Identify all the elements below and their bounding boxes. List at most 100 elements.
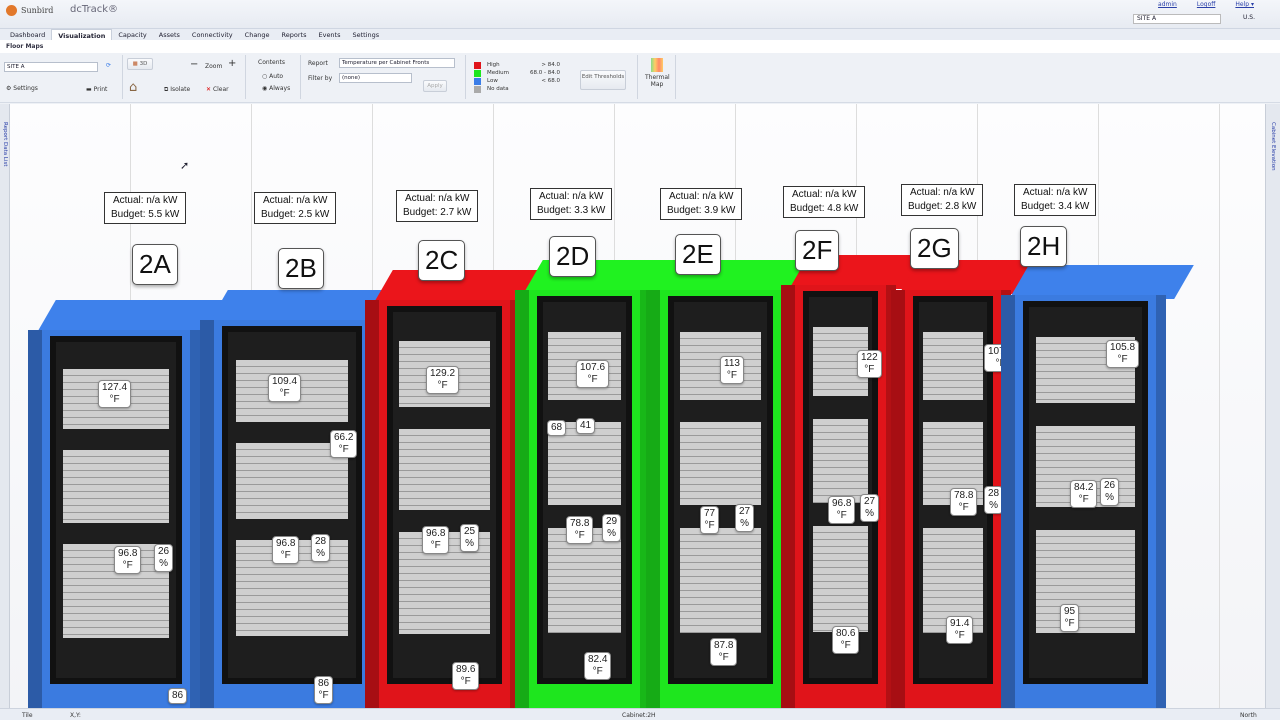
report-data-list-panel[interactable]: Report Data List <box>0 104 10 708</box>
sensor-reading[interactable]: 29 % <box>602 514 622 542</box>
sensor-reading[interactable]: 89.6 °F <box>452 662 480 690</box>
actual-power: Actual: n/a kW <box>909 187 975 198</box>
sensor-reading[interactable]: 78.8 °F <box>950 488 978 516</box>
sensor-reading[interactable]: 96.8 °F <box>828 496 856 524</box>
legend-range: > 84.0 <box>541 62 560 68</box>
sensor-reading[interactable]: 27 % <box>735 504 755 532</box>
tab-settings[interactable]: Settings <box>352 31 380 39</box>
sensor-reading[interactable]: 68 <box>547 420 567 436</box>
sensor-reading[interactable]: 113 °F <box>720 356 744 384</box>
sensor-reading[interactable]: 26 % <box>1100 478 1120 506</box>
thermal-map-button[interactable]: Thermal Map <box>645 58 670 88</box>
settings-label: Settings <box>13 85 38 92</box>
edit-thresholds-button[interactable]: Edit Thresholds <box>580 70 626 90</box>
tab-capacity[interactable]: Capacity <box>118 31 147 39</box>
sensor-reading[interactable]: 95 °F <box>1060 604 1080 632</box>
actual-power: Actual: n/a kW <box>112 195 178 206</box>
tab-change[interactable]: Change <box>244 31 270 39</box>
auto-radio[interactable]: ○ Auto <box>262 73 284 80</box>
logoff-link[interactable]: Logoff <box>1196 1 1216 8</box>
actual-power: Actual: n/a kW <box>791 189 857 200</box>
home-icon[interactable]: ⌂ <box>129 80 138 95</box>
sensor-reading[interactable]: 82.4 °F <box>584 652 612 680</box>
cabinet-name: 2H <box>1020 226 1068 267</box>
3d-floor-map[interactable]: ➚ Actual: n/a kW Budget: 5.5 kW 2A 127.4 °… <box>10 104 1265 708</box>
sensor-reading[interactable]: 96.8 °F <box>272 536 300 564</box>
status-cabinet: Cabinet:2H <box>622 712 656 719</box>
isolate-button[interactable]: ⧉ Isolate <box>164 86 191 93</box>
site-select-header[interactable]: SITE A <box>1133 14 1221 24</box>
sensor-reading[interactable]: 28 % <box>311 534 331 562</box>
rack-frame <box>537 296 632 684</box>
sensor-reading[interactable]: 96.8 °F <box>114 546 142 574</box>
3d-label: 3D <box>139 61 148 67</box>
actual-power: Actual: n/a kW <box>538 191 604 202</box>
zoom-label: Zoom <box>205 63 223 70</box>
sensor-reading[interactable]: 122 °F <box>857 350 882 378</box>
refresh-icon[interactable]: ⟳ <box>106 62 112 69</box>
zoom-out-button[interactable]: − <box>190 59 199 70</box>
toolbar: SITE A ⟳ ⚙ Settings ▬ Print ■ 3D ⌂ − Zoo… <box>0 53 1280 103</box>
sensor-reading[interactable]: 78.8 °F <box>566 516 594 544</box>
settings-button[interactable]: ⚙ Settings <box>6 85 38 92</box>
always-radio[interactable]: ◉ Always <box>262 85 291 92</box>
admin-link[interactable]: admin <box>1158 1 1177 8</box>
tab-events[interactable]: Events <box>318 31 341 39</box>
cabinet-name: 2B <box>278 248 324 289</box>
report-select[interactable]: Temperature per Cabinet Fronts <box>339 58 455 68</box>
sensor-reading[interactable]: 107.6 °F <box>576 360 610 388</box>
sensor-reading[interactable]: 109.4 °F <box>268 374 302 402</box>
tab-connectivity[interactable]: Connectivity <box>191 31 233 39</box>
sensor-reading[interactable]: 66.2 °F <box>330 430 358 458</box>
sensor-reading[interactable]: 127.4 °F <box>98 380 132 408</box>
isolate-label: Isolate <box>170 86 191 93</box>
sensor-reading[interactable]: 41 <box>576 418 596 434</box>
3d-toggle[interactable]: ■ 3D <box>127 58 153 70</box>
sensor-reading[interactable]: 91.4 °F <box>946 616 974 644</box>
sensor-reading[interactable]: 86 <box>168 688 188 704</box>
tab-visualization[interactable]: Visualization <box>51 29 113 40</box>
legend-range: 68.0 - 84.0 <box>530 70 560 76</box>
auto-label: Auto <box>269 73 284 80</box>
cabinet-name: 2F <box>795 230 840 271</box>
sensor-reading[interactable]: 80.6 °F <box>832 626 860 654</box>
cabinet-name: 2C <box>418 240 466 281</box>
mouse-cursor-icon: ➚ <box>180 159 190 172</box>
locale[interactable]: U.S. <box>1243 14 1256 21</box>
sensor-reading[interactable]: 129.2 °F <box>426 366 460 394</box>
budget-power: Budget: 3.9 kW <box>667 205 736 216</box>
budget-power: Budget: 5.5 kW <box>111 209 180 220</box>
clear-label: Clear <box>212 86 229 93</box>
site-select[interactable]: SITE A <box>4 62 98 72</box>
budget-power: Budget: 2.8 kW <box>908 201 977 212</box>
tab-reports[interactable]: Reports <box>281 31 307 39</box>
tab-assets[interactable]: Assets <box>158 31 180 39</box>
sensor-reading[interactable]: 96.8 °F <box>422 526 450 554</box>
sunbird-logo: Sunbird <box>6 5 53 16</box>
report-data-list-tab[interactable]: Report Data List <box>2 122 8 167</box>
cabinet-name: 2G <box>910 228 959 269</box>
sensor-reading[interactable]: 25 % <box>460 524 480 552</box>
zoom-in-button[interactable]: + <box>228 58 237 69</box>
cabinet-elevation-panel[interactable]: Cabinet Elevation <box>1265 104 1280 708</box>
apply-button[interactable]: Apply <box>423 80 447 92</box>
thermal-map-icon <box>651 58 663 72</box>
sensor-reading[interactable]: 86 °F <box>314 676 334 704</box>
help-link[interactable]: Help ▾ <box>1235 1 1254 8</box>
sensor-reading[interactable]: 84.2 °F <box>1070 480 1098 508</box>
cabinet-power-label: Actual: n/a kW Budget: 2.7 kW <box>396 190 479 222</box>
cabinet-elevation-tab[interactable]: Cabinet Elevation <box>1270 122 1276 171</box>
sensor-reading[interactable]: 27 % <box>860 494 880 522</box>
sensor-reading[interactable]: 87.8 °F <box>710 638 738 666</box>
clear-button[interactable]: ✕ Clear <box>206 86 229 93</box>
budget-power: Budget: 2.5 kW <box>261 209 330 220</box>
cabinet-power-label: Actual: n/a kW Budget: 5.5 kW <box>104 192 187 224</box>
sensor-reading[interactable]: 105.8 °F <box>1106 340 1140 368</box>
filter-select[interactable]: (none) <box>339 73 412 83</box>
sensor-reading[interactable]: 26 % <box>154 544 174 572</box>
subtab-floor-maps[interactable]: Floor Maps <box>0 40 1280 53</box>
cabinet-power-label: Actual: n/a kW Budget: 3.4 kW <box>1014 184 1097 216</box>
tab-dashboard[interactable]: Dashboard <box>10 31 46 39</box>
print-button[interactable]: ▬ Print <box>86 86 108 93</box>
sensor-reading[interactable]: 77 °F <box>700 506 720 534</box>
